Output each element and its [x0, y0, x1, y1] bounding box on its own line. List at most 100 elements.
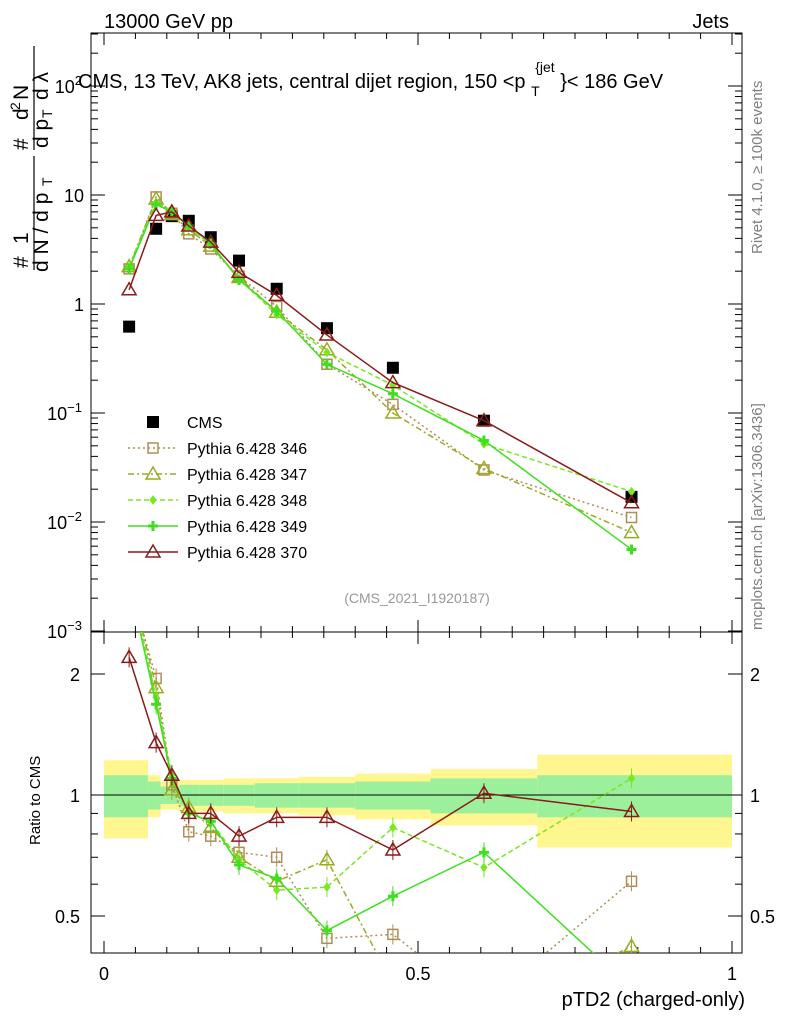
ratio-point — [318, 851, 336, 866]
y-tick-label: 1 — [74, 295, 84, 315]
legend-label: Pythia 6.428 346 — [187, 441, 307, 458]
ratio-band-inner — [355, 781, 431, 810]
data-point — [387, 388, 398, 399]
data-point — [323, 347, 331, 358]
ratio-point — [387, 891, 398, 902]
ratio-point — [386, 976, 400, 988]
svg-text:T: T — [39, 109, 55, 118]
main-plot-frame — [90, 32, 743, 633]
legend-label: Pythia 6.428 347 — [187, 467, 307, 484]
y-tick-label: 102 — [55, 73, 82, 97]
header-left-label: 13000 GeV pp — [104, 11, 233, 33]
ratio-point — [477, 1010, 491, 1022]
legend-label: CMS — [187, 415, 223, 432]
ratio-plot-frame — [90, 631, 743, 954]
y-tick-label: 10−1 — [47, 400, 82, 424]
ratio-point — [387, 928, 399, 941]
data-point — [230, 263, 248, 279]
header-right-label: Jets — [692, 11, 729, 33]
ratio-y-label: Ratio to CMS — [27, 756, 44, 845]
svg-text:d λ: d λ — [30, 71, 53, 100]
y-tick-label: 10−2 — [47, 509, 82, 533]
ratio-point — [126, 572, 132, 580]
y-axis-label: # 1 d N / d p T # d 2 N d p T d λ — [7, 46, 55, 272]
ratio-point — [479, 1000, 489, 1010]
legend: CMS Pythia 6.428 346 Pythia 6.428 347 Pythi… — [128, 415, 307, 562]
ratio-tick-label-left: 1 — [70, 786, 80, 806]
series-line — [128, 201, 632, 493]
series-line — [128, 211, 632, 504]
ratio-point — [124, 576, 134, 586]
data-point — [625, 511, 638, 524]
data-point — [475, 459, 493, 475]
ratio-point — [273, 885, 281, 895]
svg-text:d: d — [10, 108, 33, 120]
ratio-series-group — [120, 569, 640, 1022]
data-point — [384, 404, 402, 419]
data-point — [123, 320, 136, 333]
legend-label: Pythia 6.428 349 — [187, 519, 307, 536]
data-point — [475, 412, 493, 427]
data-point — [271, 306, 282, 317]
ratio-point — [475, 784, 493, 800]
x-tick-label: 1 — [727, 964, 737, 984]
ratio-point — [270, 851, 283, 864]
legend-marker — [147, 416, 159, 428]
legend-label: Pythia 6.428 348 — [187, 493, 307, 510]
ratio-point — [323, 882, 331, 892]
ratio-point — [625, 875, 638, 888]
chart-title: CMS, 13 TeV, AK8 jets, central dijet reg… — [78, 55, 664, 101]
x-axis-label: pTD2 (charged-only) — [562, 989, 745, 1011]
ratio-point — [389, 822, 397, 833]
axis-ticks: 0 0.5 1 10−3 10−2 10−1 1 10 102 0.5 0.5 1 1 2 2 — [47, 33, 775, 984]
ratio-point — [124, 576, 134, 586]
ratio-point — [268, 808, 286, 824]
ratio-point — [180, 804, 198, 820]
data-point — [321, 359, 332, 370]
ratio-point — [230, 827, 248, 842]
data-point — [268, 286, 286, 302]
svg-text:N: N — [10, 85, 33, 100]
main-series-group — [120, 190, 640, 555]
data-point — [120, 281, 138, 296]
ratio-point — [478, 847, 489, 858]
ratio-tick-label-right: 0.5 — [750, 907, 775, 927]
ratio-point — [122, 569, 136, 581]
ratio-tick-label-left: 2 — [70, 665, 80, 685]
legend-marker — [147, 442, 159, 454]
y-tick-label: 10−3 — [47, 618, 82, 642]
ratio-band-inner — [147, 781, 161, 810]
ratio-tick-label-right: 2 — [750, 665, 760, 685]
y-tick-label: 10 — [64, 186, 84, 206]
data-point — [163, 203, 181, 218]
ratio-point — [202, 804, 220, 820]
legend-marker — [144, 543, 162, 558]
ratio-tick-label-right: 1 — [750, 786, 760, 806]
mcplots-label: mcplots.cern.ch [arXiv:1306.3436] — [749, 403, 766, 630]
analysis-tag: (CMS_2021_I1920187) — [344, 590, 490, 606]
ratio-tick-label-left: 0.5 — [55, 907, 80, 927]
svg-text:#: # — [10, 138, 33, 150]
legend-marker — [148, 521, 158, 531]
ratio-point — [318, 808, 336, 824]
data-point — [626, 544, 637, 555]
svg-text:#: # — [10, 256, 33, 268]
ratio-point — [321, 925, 332, 936]
data-point — [478, 435, 489, 446]
x-tick-label: 0.5 — [405, 964, 430, 984]
data-point — [384, 374, 402, 389]
svg-text:1: 1 — [10, 232, 33, 244]
legend-label: Pythia 6.428 370 — [187, 545, 307, 562]
x-tick-label: 0 — [99, 964, 109, 984]
svg-text:T: T — [39, 177, 55, 186]
ratio-point — [151, 699, 162, 710]
ratio-point — [234, 859, 245, 870]
ratio-point — [147, 734, 165, 749]
ratio-band-inner — [104, 775, 148, 818]
ratio-point — [120, 648, 138, 664]
ratio-point — [271, 873, 282, 884]
ratio-point — [480, 862, 488, 873]
ratio-point — [384, 841, 402, 856]
data-point — [180, 217, 198, 232]
